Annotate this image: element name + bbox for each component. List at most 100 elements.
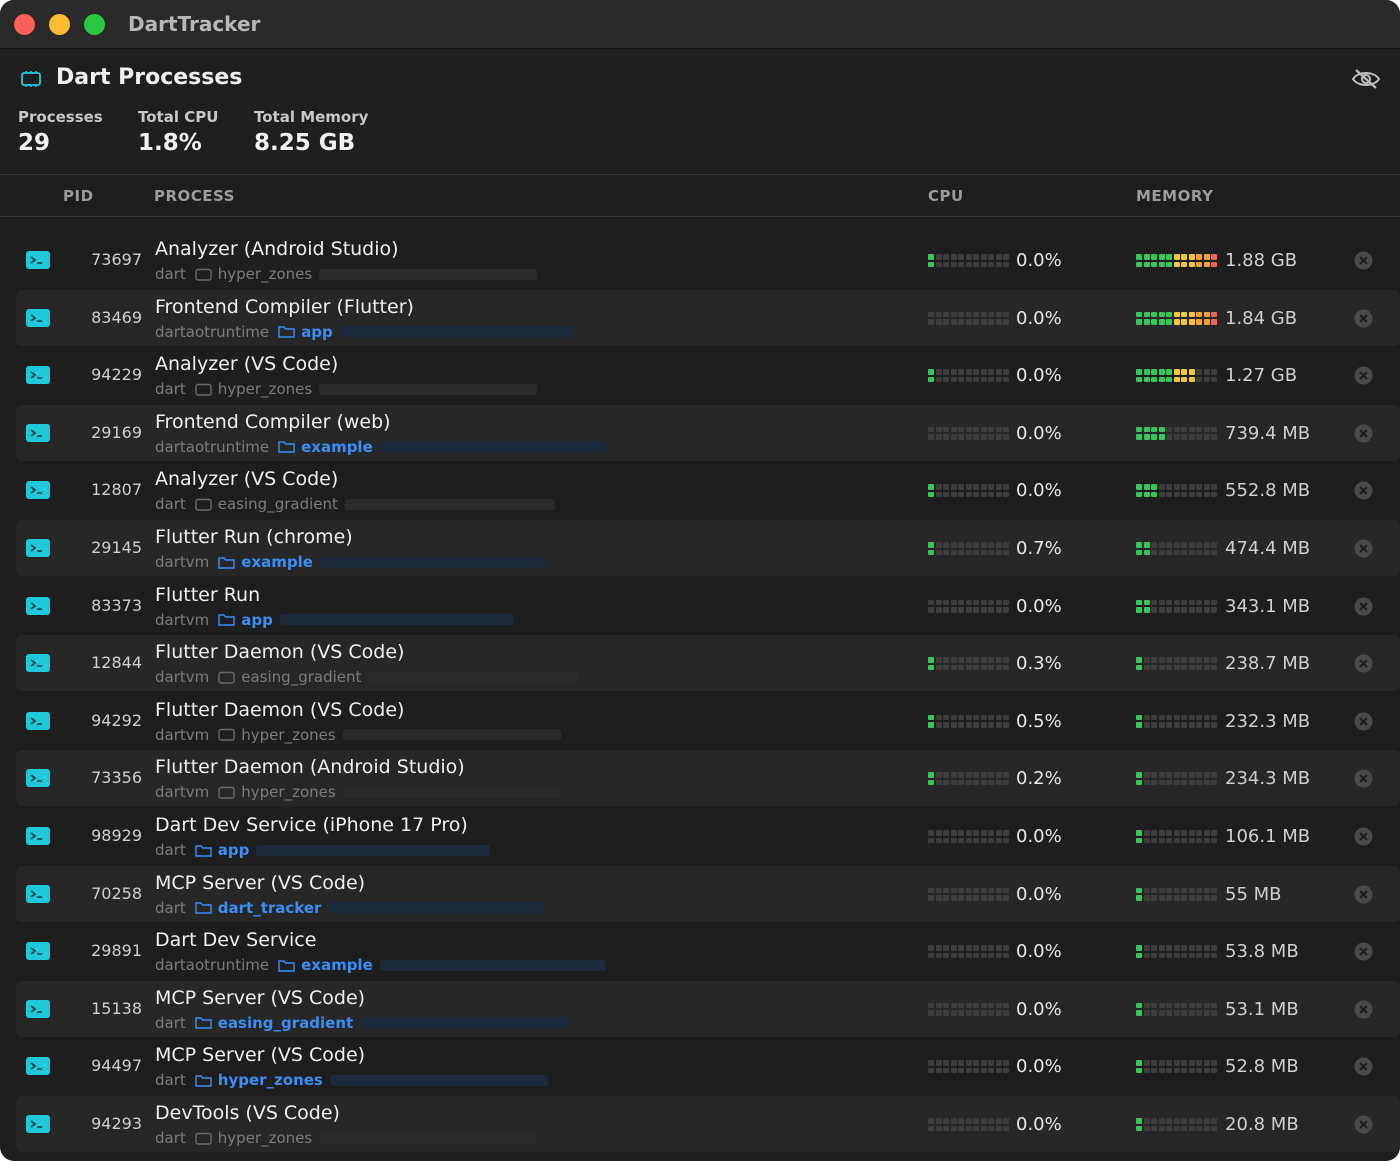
process-row[interactable]: 94229 Analyzer (VS Code) dart hyper_zones 0.…: [16, 347, 1400, 403]
kill-process-x-icon[interactable]: [1354, 1000, 1373, 1019]
process-row[interactable]: 83469 Frontend Compiler (Flutter) dartaotr…: [16, 289, 1400, 346]
cpu-value: 0.0%: [1016, 480, 1062, 502]
memory-value: 20.8 MB: [1225, 1114, 1299, 1135]
cpu-meter-segment: [973, 1002, 979, 1016]
kill-process-x-icon[interactable]: [1354, 712, 1373, 731]
kill-process-x-icon[interactable]: [1354, 942, 1373, 961]
process-row[interactable]: 12844 Flutter Daemon (VS Code) dartvm easin…: [16, 635, 1400, 692]
cpu-meter: [928, 830, 1011, 843]
process-name: Flutter Run: [155, 583, 261, 606]
table-header: PID PROCESS CPU MEMORY: [0, 174, 1400, 217]
cpu-meter-segment: [988, 945, 994, 959]
kill-process-x-icon[interactable]: [1354, 885, 1373, 904]
cpu-meter-segment: [980, 1060, 987, 1074]
process-details: dartaotruntime example: [155, 438, 606, 456]
kill-process-x-icon[interactable]: [1354, 769, 1373, 788]
process-name: Frontend Compiler (Flutter): [155, 295, 414, 318]
cpu-meter-segment: [943, 714, 949, 728]
process-row[interactable]: 94292 Flutter Daemon (VS Code) dartvm hyper…: [16, 693, 1400, 749]
kill-process-x-icon[interactable]: [1354, 424, 1373, 443]
process-row[interactable]: 29145 Flutter Run (chrome) dartvm example 0.…: [16, 520, 1400, 576]
memory-meter-segment: [1151, 1118, 1157, 1131]
project-link[interactable]: easing_gradient: [217, 1013, 354, 1032]
kill-process-x-icon[interactable]: [1354, 481, 1373, 500]
kill-process-x-icon[interactable]: [1354, 539, 1373, 558]
memory-meter-segment: [1188, 542, 1195, 555]
process-row[interactable]: 94497 MCP Server (VS Code) dart hyper_zones…: [16, 1038, 1400, 1094]
memory-meter-segment: [1203, 254, 1210, 267]
process-row[interactable]: 29169 Frontend Compiler (web) dartaotrunti…: [16, 404, 1400, 461]
folder-icon: [195, 1017, 212, 1029]
memory-meter-segment: [1173, 1002, 1180, 1016]
memory-meter-segment: [1151, 254, 1157, 267]
process-row[interactable]: 83373 Flutter Run dartvm app 0.0% 343.1 MB: [16, 578, 1400, 634]
cpu-meter-segment: [1003, 369, 1009, 383]
column-header-memory[interactable]: MEMORY: [1136, 187, 1214, 205]
column-header-pid[interactable]: PID: [63, 187, 94, 205]
process-runtime: dartvm: [155, 725, 210, 744]
cpu-meter-segment: [973, 714, 979, 728]
minimize-window-button[interactable]: [49, 14, 70, 35]
cpu-meter-segment: [935, 887, 942, 901]
memory-meter-segment: [1143, 484, 1150, 498]
cpu-meter-segment: [928, 887, 934, 901]
project-link[interactable]: app: [241, 610, 273, 629]
project-link[interactable]: app: [301, 322, 333, 341]
cpu-meter: [928, 311, 1011, 325]
cpu-meter-segment: [935, 484, 942, 498]
cpu-meter-segment: [980, 830, 987, 843]
process-runtime: dartaotruntime: [155, 956, 270, 975]
process-pid: 29891: [91, 941, 142, 961]
kill-process-x-icon[interactable]: [1354, 309, 1373, 328]
column-header-process[interactable]: PROCESS: [154, 187, 235, 205]
terminal-icon: [26, 1057, 50, 1076]
kill-process-x-icon[interactable]: [1354, 1115, 1373, 1134]
process-row[interactable]: 73697 Analyzer (Android Studio) dart hyper_…: [16, 232, 1400, 288]
kill-process-x-icon[interactable]: [1354, 1057, 1373, 1076]
project-link[interactable]: app: [217, 841, 250, 859]
process-row[interactable]: 15138 MCP Server (VS Code) dart easing_grad…: [16, 980, 1400, 1037]
cpu-meter-segment: [980, 945, 987, 959]
kill-process-x-icon[interactable]: [1354, 251, 1373, 270]
kill-process-x-icon[interactable]: [1354, 654, 1373, 673]
process-row[interactable]: 98929 Dart Dev Service (iPhone 17 Pro) dar…: [16, 808, 1400, 864]
memory-value: 234.3 MB: [1225, 768, 1311, 790]
project-path-redacted: [319, 268, 538, 280]
project-link[interactable]: hyper_zones: [217, 1071, 323, 1090]
cpu-meter-segment: [958, 714, 964, 728]
process-row[interactable]: 73356 Flutter Daemon (Android Studio) dart…: [16, 750, 1400, 807]
hide-eye-slash-icon[interactable]: [1351, 68, 1381, 90]
cpu-meter-segment: [1003, 1002, 1009, 1016]
process-pid: 15138: [91, 998, 142, 1018]
project-link[interactable]: dart_tracker: [217, 898, 322, 917]
process-details: dart app: [155, 841, 491, 859]
cpu-meter-segment: [935, 1002, 942, 1016]
memory-value: 106.1 MB: [1225, 826, 1311, 847]
process-row[interactable]: 94293 DevTools (VS Code) dart hyper_zones 0.…: [16, 1096, 1400, 1152]
kill-process-x-icon[interactable]: [1354, 827, 1373, 846]
memory-meter-segment: [1173, 657, 1180, 671]
cpu-meter-segment: [995, 945, 1002, 959]
zoom-window-button[interactable]: [84, 14, 105, 35]
kill-process-x-icon[interactable]: [1354, 366, 1373, 385]
kill-process-x-icon[interactable]: [1354, 597, 1373, 616]
memory-meter-segment: [1151, 772, 1157, 786]
process-row[interactable]: 29891 Dart Dev Service dartaotruntime examp…: [16, 923, 1400, 979]
cpu-meter-segment: [928, 1118, 934, 1131]
cpu-meter-segment: [928, 657, 934, 671]
chip-icon: [21, 71, 41, 87]
project-link[interactable]: example: [301, 437, 373, 456]
cpu-meter-segment: [973, 311, 979, 325]
close-window-button[interactable]: [14, 14, 35, 35]
column-header-cpu[interactable]: CPU: [928, 187, 964, 205]
project-link[interactable]: example: [241, 553, 313, 571]
memory-meter-segment: [1181, 311, 1187, 325]
memory-meter-segment: [1173, 254, 1180, 267]
project-link[interactable]: example: [301, 956, 373, 975]
cpu-meter-segment: [958, 369, 964, 383]
cpu-meter-segment: [943, 945, 949, 959]
cpu-meter-segment: [995, 1118, 1002, 1131]
cpu-meter-segment: [973, 772, 979, 786]
process-row[interactable]: 70258 MCP Server (VS Code) dart dart_tracke…: [16, 865, 1400, 922]
process-row[interactable]: 12807 Analyzer (VS Code) dart easing_gradie…: [16, 462, 1400, 518]
